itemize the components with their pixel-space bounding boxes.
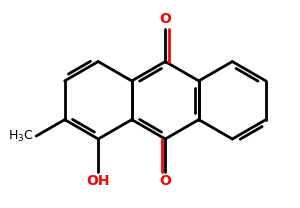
Text: O: O: [159, 174, 171, 188]
Text: H$_3$C: H$_3$C: [8, 129, 33, 144]
Text: OH: OH: [86, 174, 110, 188]
Text: O: O: [159, 12, 171, 26]
